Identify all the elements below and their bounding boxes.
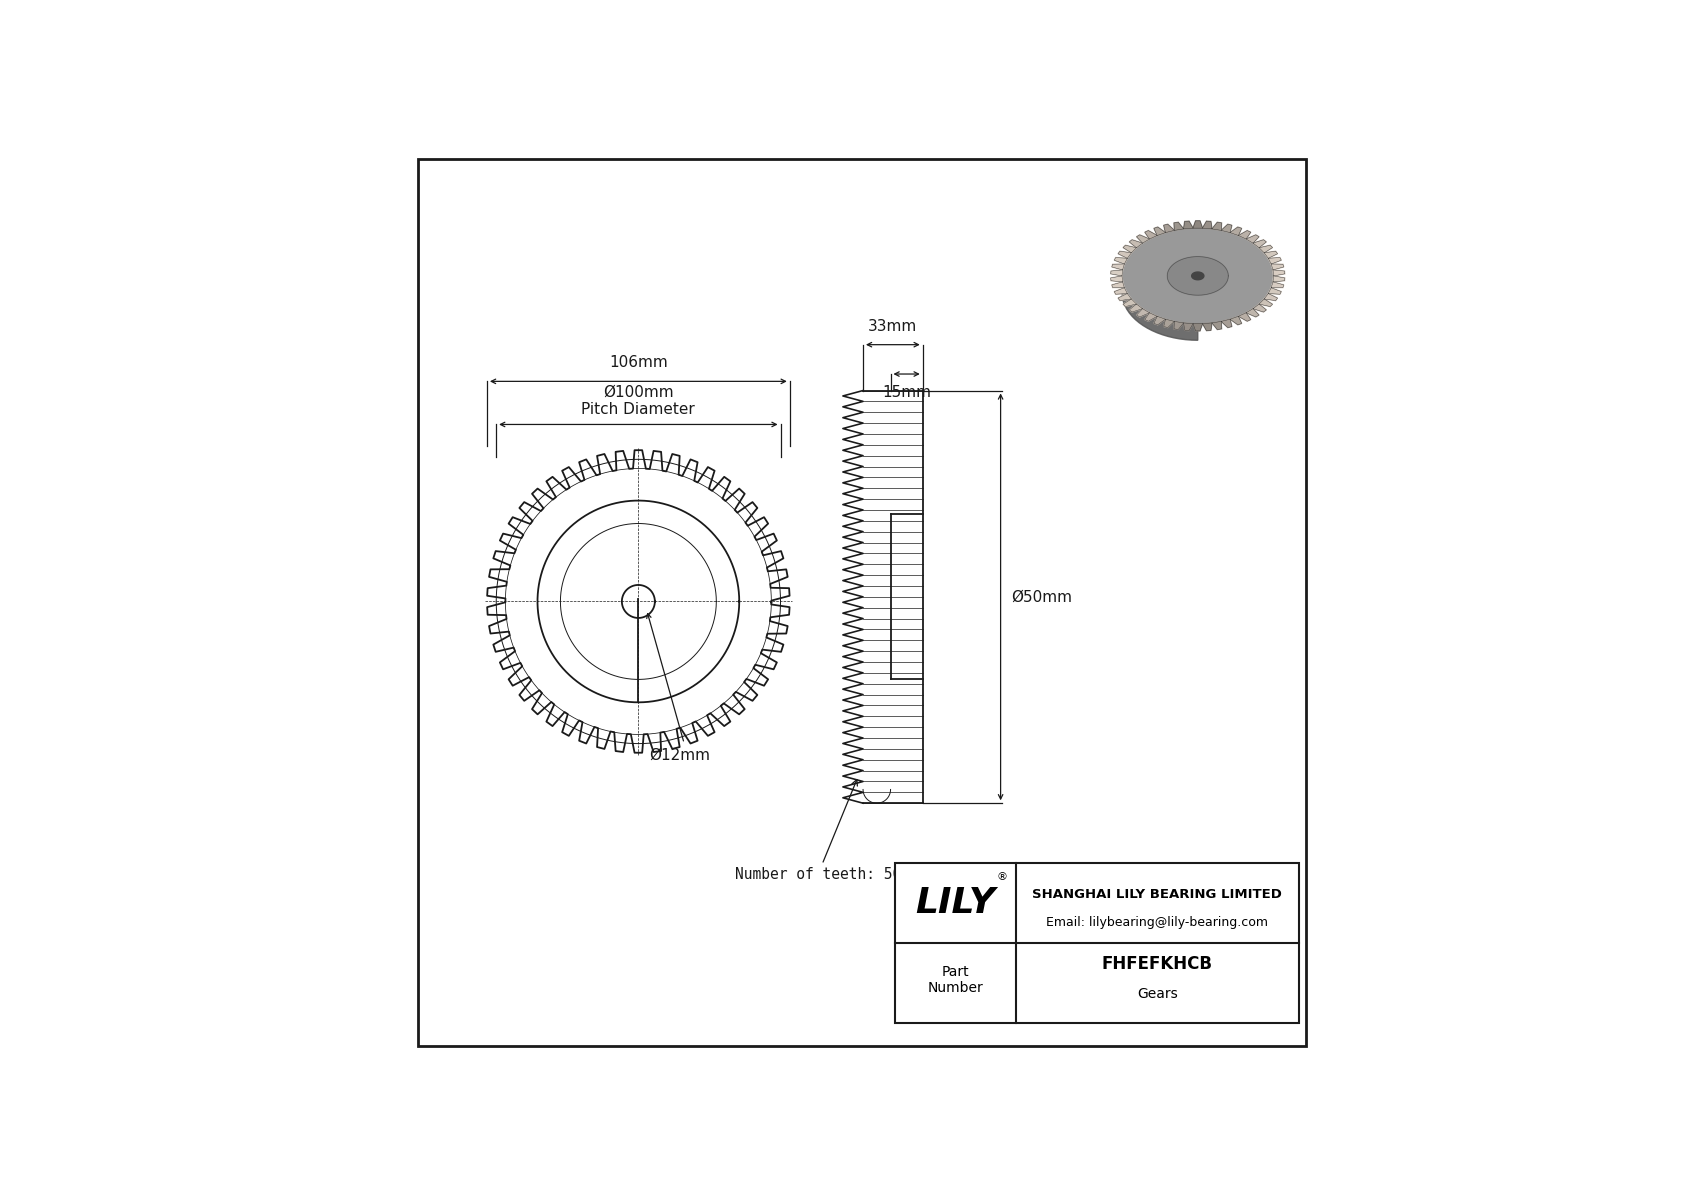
Polygon shape xyxy=(1229,317,1241,325)
Text: Part
Number: Part Number xyxy=(928,965,983,994)
Polygon shape xyxy=(1273,270,1285,276)
Polygon shape xyxy=(1137,308,1150,317)
Text: ®: ® xyxy=(997,872,1007,883)
Polygon shape xyxy=(1184,323,1192,331)
Polygon shape xyxy=(1253,239,1266,248)
Polygon shape xyxy=(1111,270,1123,276)
Polygon shape xyxy=(1212,322,1221,330)
Text: 15mm: 15mm xyxy=(882,385,931,400)
Polygon shape xyxy=(1115,288,1127,294)
Text: Email: lilybearing@lily-bearing.com: Email: lilybearing@lily-bearing.com xyxy=(1046,916,1268,929)
Text: LILY: LILY xyxy=(916,886,995,919)
Polygon shape xyxy=(1122,227,1273,324)
Polygon shape xyxy=(1202,323,1212,331)
Polygon shape xyxy=(1268,288,1282,294)
Text: 33mm: 33mm xyxy=(869,319,918,333)
Polygon shape xyxy=(1164,224,1174,232)
Polygon shape xyxy=(1238,231,1251,239)
Polygon shape xyxy=(1111,264,1125,270)
Polygon shape xyxy=(1246,235,1260,243)
Polygon shape xyxy=(1111,282,1125,288)
Polygon shape xyxy=(1273,276,1285,282)
Polygon shape xyxy=(1130,239,1142,248)
Polygon shape xyxy=(1260,299,1273,306)
Polygon shape xyxy=(1260,245,1273,252)
Polygon shape xyxy=(1271,282,1283,288)
Polygon shape xyxy=(1130,304,1142,312)
Polygon shape xyxy=(1265,293,1278,300)
Text: Ø12mm: Ø12mm xyxy=(648,748,711,763)
Polygon shape xyxy=(1123,245,1137,252)
Polygon shape xyxy=(1192,324,1202,331)
Polygon shape xyxy=(1229,227,1241,236)
Polygon shape xyxy=(1137,235,1150,243)
Polygon shape xyxy=(1167,256,1228,295)
Polygon shape xyxy=(1145,313,1157,322)
Polygon shape xyxy=(1202,222,1212,229)
Polygon shape xyxy=(1123,299,1137,306)
Polygon shape xyxy=(1212,223,1221,230)
Polygon shape xyxy=(1192,220,1202,229)
Polygon shape xyxy=(1115,257,1127,264)
Polygon shape xyxy=(1221,224,1233,232)
Polygon shape xyxy=(1118,251,1132,258)
Text: SHANGHAI LILY BEARING LIMITED: SHANGHAI LILY BEARING LIMITED xyxy=(1032,888,1283,902)
Polygon shape xyxy=(1253,304,1266,312)
Text: 106mm: 106mm xyxy=(610,355,669,370)
Polygon shape xyxy=(1118,293,1132,300)
Text: Gears: Gears xyxy=(1137,987,1177,1002)
Text: FHFEFKHCB: FHFEFKHCB xyxy=(1101,955,1212,973)
Polygon shape xyxy=(1122,227,1197,341)
Text: Ø50mm: Ø50mm xyxy=(1012,590,1073,604)
Polygon shape xyxy=(1265,251,1278,258)
Polygon shape xyxy=(1154,317,1165,325)
Polygon shape xyxy=(1246,308,1260,317)
Polygon shape xyxy=(1268,257,1282,264)
Polygon shape xyxy=(1145,231,1157,239)
Polygon shape xyxy=(1164,319,1174,328)
Polygon shape xyxy=(1154,227,1165,236)
Polygon shape xyxy=(1174,322,1184,330)
Bar xyxy=(896,862,1298,1023)
Polygon shape xyxy=(1184,222,1192,229)
Text: Ø100mm
Pitch Diameter: Ø100mm Pitch Diameter xyxy=(581,385,695,417)
Polygon shape xyxy=(1111,276,1123,282)
Polygon shape xyxy=(1238,313,1251,322)
Polygon shape xyxy=(1192,272,1204,280)
Polygon shape xyxy=(1174,223,1184,230)
Polygon shape xyxy=(1221,319,1233,328)
Text: Number of teeth: 50: Number of teeth: 50 xyxy=(734,780,901,883)
Polygon shape xyxy=(1271,264,1283,270)
